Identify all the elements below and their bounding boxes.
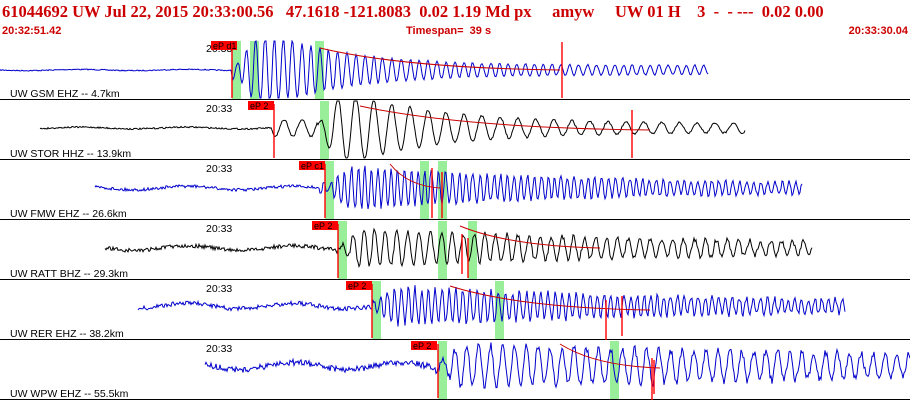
phase-window-2 bbox=[495, 281, 504, 339]
coda-decay-curve bbox=[459, 225, 601, 249]
station-trace-2: 20:33 eP 2 UW STOR HHZ -- 13.9km bbox=[0, 100, 910, 160]
pick-label-box bbox=[312, 221, 338, 230]
station-label: UW WPW EHZ -- 55.5km bbox=[10, 388, 129, 400]
pick-label-box bbox=[248, 101, 274, 110]
phase-window-2 bbox=[250, 41, 259, 99]
phase-window-2 bbox=[420, 161, 429, 219]
event-header: 61044692 UW Jul 22, 2015 20:33:00.56 47.… bbox=[0, 0, 910, 40]
pick-label: eP 2 bbox=[413, 341, 431, 351]
station-trace-5: 20:33 eP 2 UW RER EHZ -- 38.2km bbox=[0, 281, 910, 340]
phase-window-2 bbox=[438, 221, 447, 279]
pick-label: eP c1 bbox=[301, 161, 324, 171]
station-label: UW STOR HHZ -- 13.9km bbox=[10, 148, 131, 160]
timespan-label: Timespan= 39 s bbox=[406, 25, 492, 37]
phase-window-1 bbox=[438, 341, 447, 399]
event-summary-title: 61044692 UW Jul 22, 2015 20:33:00.56 47.… bbox=[2, 2, 824, 21]
trace-time-label: 20:33 bbox=[206, 283, 232, 295]
coda-decay-curve bbox=[389, 163, 441, 189]
station-label: UW RER EHZ -- 38.2km bbox=[10, 328, 124, 340]
pick-label-box bbox=[346, 281, 372, 290]
station-trace-6: 20:33 eP 2 UW WPW EHZ -- 55.5km bbox=[0, 341, 910, 400]
waveform-line bbox=[137, 285, 846, 327]
coda-decay-curve bbox=[559, 343, 661, 369]
coda-decay-curve bbox=[359, 105, 651, 131]
phase-window-1 bbox=[325, 161, 334, 219]
waveform-line bbox=[104, 227, 813, 269]
waveform-line bbox=[0, 40, 709, 99]
waveform-line bbox=[94, 165, 803, 210]
phase-window-1 bbox=[232, 41, 241, 99]
pick-label-box bbox=[411, 341, 437, 350]
phase-window-3 bbox=[315, 41, 324, 99]
phase-window-3 bbox=[468, 221, 477, 279]
pick-label-box bbox=[211, 41, 237, 50]
coda-decay-curve bbox=[319, 47, 561, 71]
trace-time-label: 20:33 bbox=[206, 103, 232, 115]
seismogram-panel[interactable]: 20:33 eP d1 UW GSM EHZ -- 4.7km 20:33 eP 2 UW… bbox=[0, 40, 910, 400]
station-trace-3: 20:33 eP c1 UW FMW EHZ -- 26.6km bbox=[0, 161, 910, 220]
waveform-line bbox=[39, 100, 746, 159]
pick-label: eP 2 bbox=[348, 281, 366, 291]
phase-window-1 bbox=[338, 221, 347, 279]
pick-label: eP 2 bbox=[250, 101, 268, 111]
trace-time-label: 20:33 bbox=[206, 163, 232, 175]
pick-label: eP 2 bbox=[314, 221, 332, 231]
station-label: UW GSM EHZ -- 4.7km bbox=[10, 88, 120, 100]
station-label: UW RATT BHZ -- 29.3km bbox=[10, 268, 128, 280]
end-time-label: 20:33:30.04 bbox=[848, 25, 908, 37]
start-time-label: 20:32:51.42 bbox=[2, 25, 62, 37]
station-label: UW FMW EHZ -- 26.6km bbox=[10, 208, 127, 220]
pick-label-box bbox=[299, 161, 325, 170]
waveform-line bbox=[204, 342, 910, 389]
trace-time-label: 20:33 bbox=[206, 343, 232, 355]
coda-decay-curve bbox=[449, 285, 651, 311]
pick-label: eP d1 bbox=[213, 41, 236, 51]
trace-time-label: 20:33 bbox=[206, 223, 232, 235]
station-trace-4: 20:33 eP 2 UW RATT BHZ -- 29.3km bbox=[0, 221, 910, 280]
